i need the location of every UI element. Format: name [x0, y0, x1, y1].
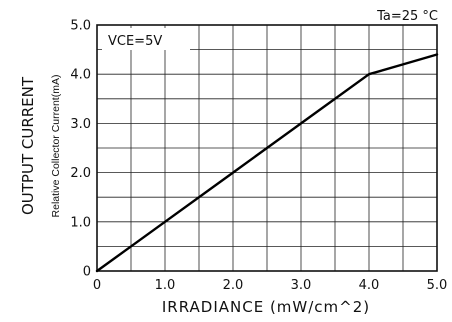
x-tick-label-2: 2.0: [223, 278, 244, 293]
y-tick-label-5: 5.0: [70, 19, 91, 34]
x-axis-title: IRRADIANCE (mW/cm^2): [162, 298, 370, 316]
annotation-ta: Ta=25 °C: [376, 9, 438, 24]
x-tick-label-1: 1.0: [155, 278, 176, 293]
series-layer: [95, 53, 439, 273]
y-tick-label-0: 0: [83, 265, 91, 280]
y-tick-label-1: 1.0: [70, 215, 91, 230]
plot-frame: [96, 24, 438, 272]
y-tick-label-2: 2.0: [70, 166, 91, 181]
series-line-0: [95, 53, 439, 273]
y-tick-label-3: 3.0: [70, 117, 91, 132]
x-tick-label-4: 4.0: [359, 278, 380, 293]
annotation-box: [102, 28, 190, 50]
x-tick-label-5: 5.0: [427, 278, 448, 293]
x-tick-label-0: 0: [93, 278, 101, 293]
y-tick-labels: 0 1.0 2.0 3.0 4.0 5.0: [70, 19, 91, 280]
y-axis-title: OUTPUT CURRENT: [19, 76, 37, 215]
x-tick-label-3: 3.0: [291, 278, 312, 293]
x-tick-labels: 0 1.0 2.0 3.0 4.0 5.0: [93, 278, 447, 293]
y-axis-subtitle: Relative Collector Current(mA): [50, 75, 62, 218]
y-tick-label-4: 4.0: [70, 68, 91, 83]
annotation-vce: VCE=5V: [108, 34, 162, 49]
